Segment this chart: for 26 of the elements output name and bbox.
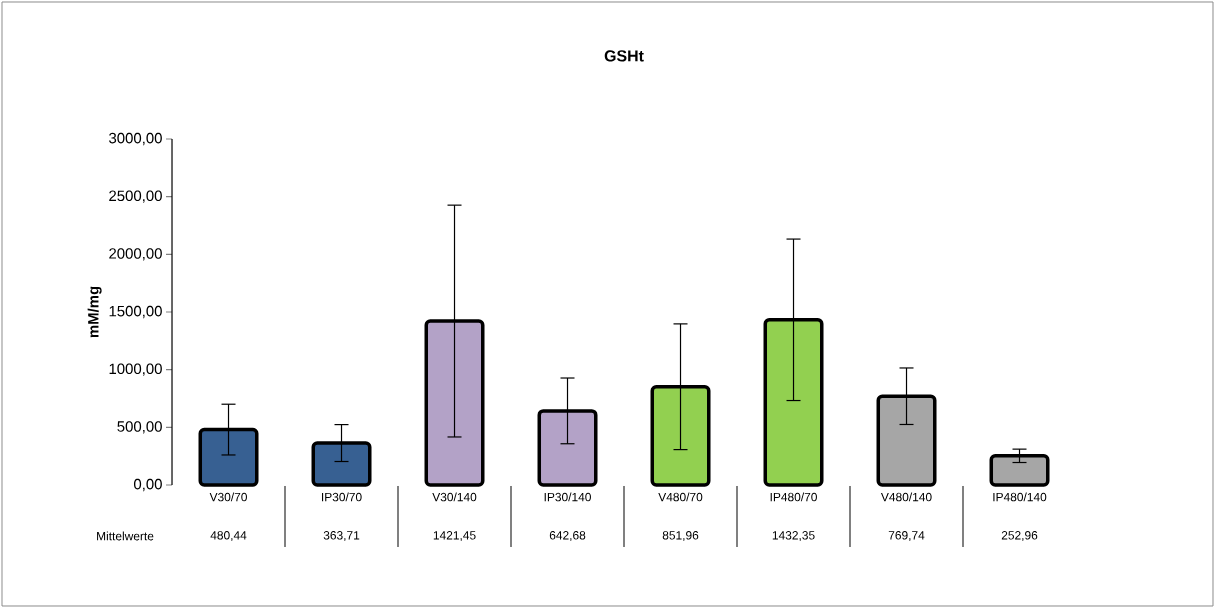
y-tick-label: 2000,00 — [109, 248, 162, 261]
x-tick-label: IP30/140 — [544, 492, 591, 502]
y-tick-label: 500,00 — [117, 421, 162, 434]
x-tick-label: V480/70 — [658, 492, 703, 502]
data-label: 1421,45 — [433, 531, 476, 541]
y-axis-title: mM/mg — [87, 286, 102, 338]
x-tick-label: V30/140 — [432, 492, 477, 502]
y-tick-label: 1500,00 — [109, 305, 162, 319]
y-tick-label: 2500,00 — [109, 190, 162, 203]
data-label: 363,71 — [323, 531, 360, 541]
x-tick-label: IP30/70 — [322, 492, 362, 502]
data-label: 252,96 — [1001, 531, 1038, 541]
data-label: 851,96 — [662, 531, 699, 541]
data-label: 642,68 — [549, 531, 586, 541]
chart-title: GSHt — [604, 50, 644, 62]
data-label: 480,44 — [210, 531, 247, 541]
x-tick-label: IP480/70 — [770, 492, 817, 502]
x-tick-label: IP480/140 — [993, 492, 1047, 502]
y-tick-label: 3000,00 — [109, 132, 162, 146]
x-tick-label: V480/140 — [880, 492, 932, 502]
data-label: 1432,35 — [772, 531, 815, 541]
x-tick-label: V30/70 — [209, 492, 247, 502]
y-tick-label: 0,00 — [133, 478, 162, 492]
text: Mittelwerte — [97, 531, 154, 541]
data-label: 769,74 — [888, 531, 925, 541]
y-tick-label: 1000,00 — [109, 363, 162, 376]
